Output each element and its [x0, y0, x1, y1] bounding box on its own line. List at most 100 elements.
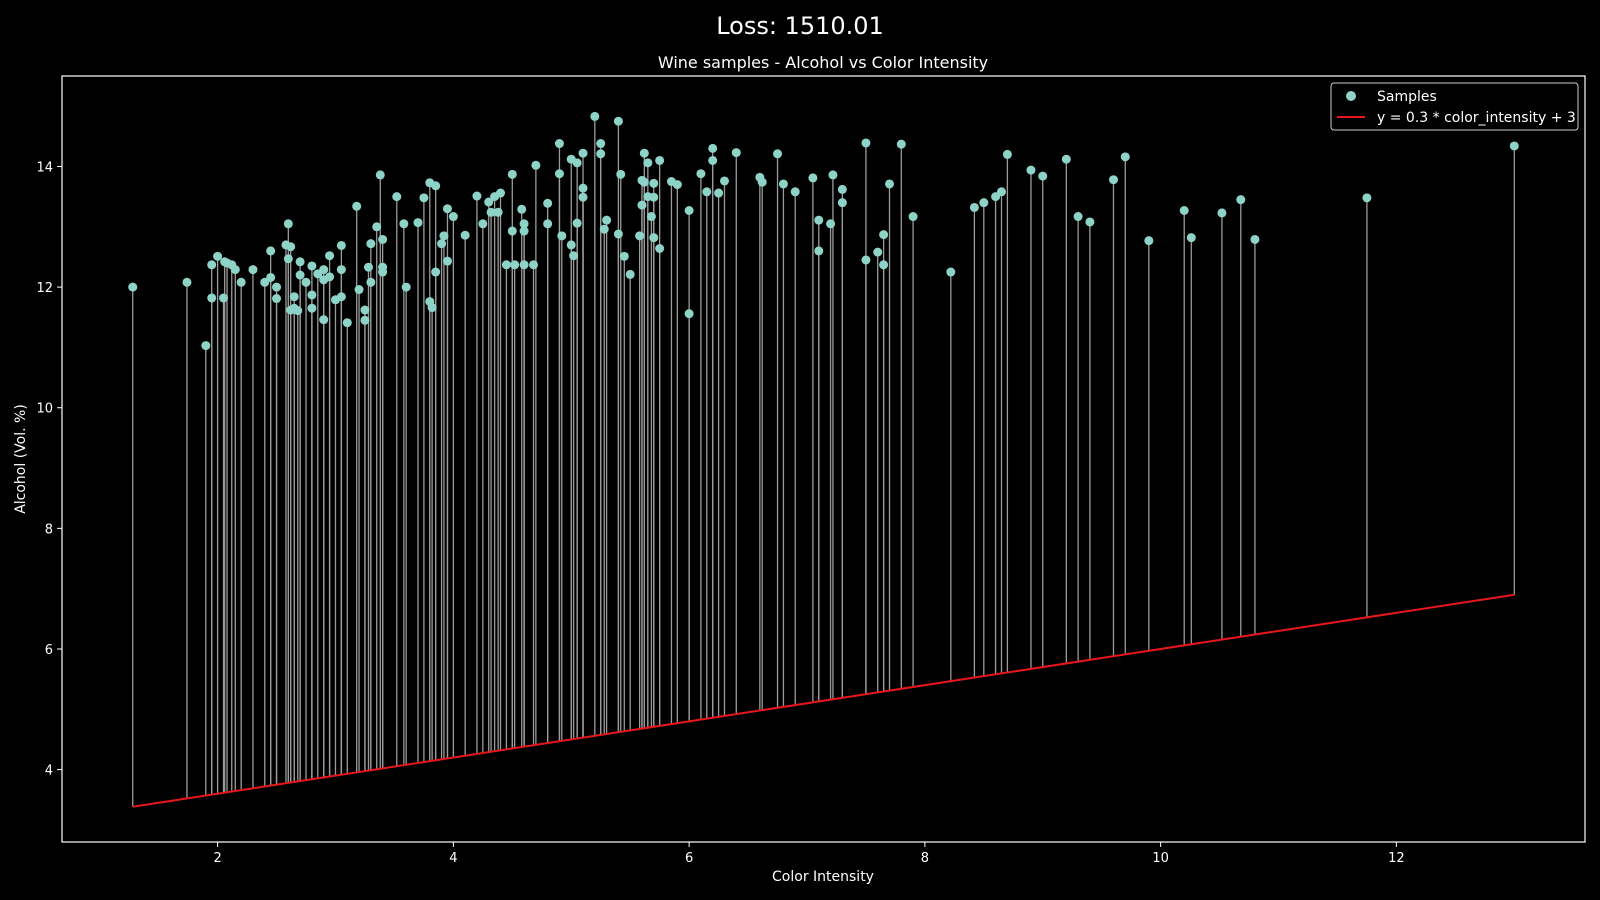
data-point [325, 272, 335, 282]
data-point [439, 231, 449, 241]
data-point [207, 260, 217, 270]
data-point [366, 277, 376, 287]
data-point [879, 260, 889, 270]
data-point [684, 309, 694, 319]
data-point [307, 303, 317, 313]
ticks-layer: 2 4 6 8 10 12 4 6 8 10 12 14 [36, 160, 1404, 866]
chart-title: Wine samples - Alcohol vs Color Intensit… [658, 53, 988, 72]
data-point [283, 219, 293, 229]
data-point [708, 155, 718, 165]
legend-samples-marker [1346, 91, 1356, 101]
data-point [837, 184, 847, 194]
y-tick-label: 10 [36, 402, 53, 417]
data-point [336, 240, 346, 250]
data-point [969, 202, 979, 212]
data-point [266, 272, 276, 282]
data-point [566, 240, 576, 250]
data-point [828, 170, 838, 180]
data-point [529, 260, 539, 270]
data-point [554, 139, 564, 149]
data-point [360, 305, 370, 315]
data-point [399, 219, 409, 229]
data-point [1002, 149, 1012, 159]
data-point [908, 212, 918, 222]
data-point [1250, 234, 1260, 244]
data-point [307, 261, 317, 271]
data-point [519, 219, 529, 229]
data-point [826, 219, 836, 229]
data-point [896, 139, 906, 149]
data-point [218, 293, 228, 303]
y-tick-label: 4 [45, 764, 53, 779]
data-point [336, 265, 346, 275]
data-point [655, 244, 665, 254]
data-point [602, 215, 612, 225]
data-point [635, 231, 645, 241]
data-point [486, 207, 496, 217]
data-point [472, 191, 482, 201]
data-point [507, 169, 517, 179]
data-point [352, 201, 362, 211]
data-point [128, 282, 138, 292]
data-point [590, 111, 600, 121]
data-point [392, 192, 402, 202]
y-tick-label: 12 [36, 281, 53, 296]
data-point [517, 204, 527, 214]
data-point [413, 218, 423, 228]
data-point [319, 265, 329, 275]
plot-frame [61, 75, 1586, 843]
data-point [496, 188, 506, 198]
x-tick-label: 6 [685, 851, 693, 866]
data-point [837, 198, 847, 208]
x-tick-label: 8 [921, 851, 929, 866]
data-point [684, 206, 694, 216]
data-point [354, 285, 364, 295]
data-point [696, 169, 706, 179]
data-point [616, 169, 626, 179]
data-point [757, 177, 767, 187]
data-point [639, 177, 649, 187]
data-point [702, 187, 712, 197]
data-point [493, 207, 503, 217]
data-point [427, 303, 437, 313]
data-point [301, 277, 311, 287]
data-point [236, 277, 246, 287]
data-point [431, 181, 441, 191]
data-point [519, 226, 529, 236]
data-point [336, 292, 346, 302]
y-tick-label: 14 [36, 160, 53, 175]
data-point [646, 212, 656, 222]
data-point [578, 192, 588, 202]
data-point [501, 260, 511, 270]
x-tick-label: 4 [449, 851, 457, 866]
data-point [543, 198, 553, 208]
data-point [649, 192, 659, 202]
data-point [248, 265, 258, 275]
data-point [814, 246, 824, 256]
data-point [289, 292, 299, 302]
data-point [637, 200, 647, 210]
y-tick-label: 8 [45, 522, 53, 537]
data-point [283, 254, 293, 264]
data-point [613, 229, 623, 239]
data-point [1026, 165, 1036, 175]
data-point [295, 270, 305, 280]
data-point [572, 218, 582, 228]
data-point [419, 193, 429, 203]
data-point [979, 198, 989, 208]
x-tick-label: 10 [1152, 851, 1169, 866]
data-point [708, 143, 718, 153]
data-point [266, 246, 276, 256]
data-point [307, 290, 317, 300]
data-point [401, 282, 411, 292]
data-point [507, 226, 517, 236]
data-point [295, 257, 305, 267]
legend-box [1330, 82, 1579, 131]
data-point [714, 188, 724, 198]
data-point [543, 219, 553, 229]
data-point [319, 315, 329, 325]
data-point [360, 315, 370, 325]
data-point [375, 170, 385, 180]
data-point [554, 169, 564, 179]
